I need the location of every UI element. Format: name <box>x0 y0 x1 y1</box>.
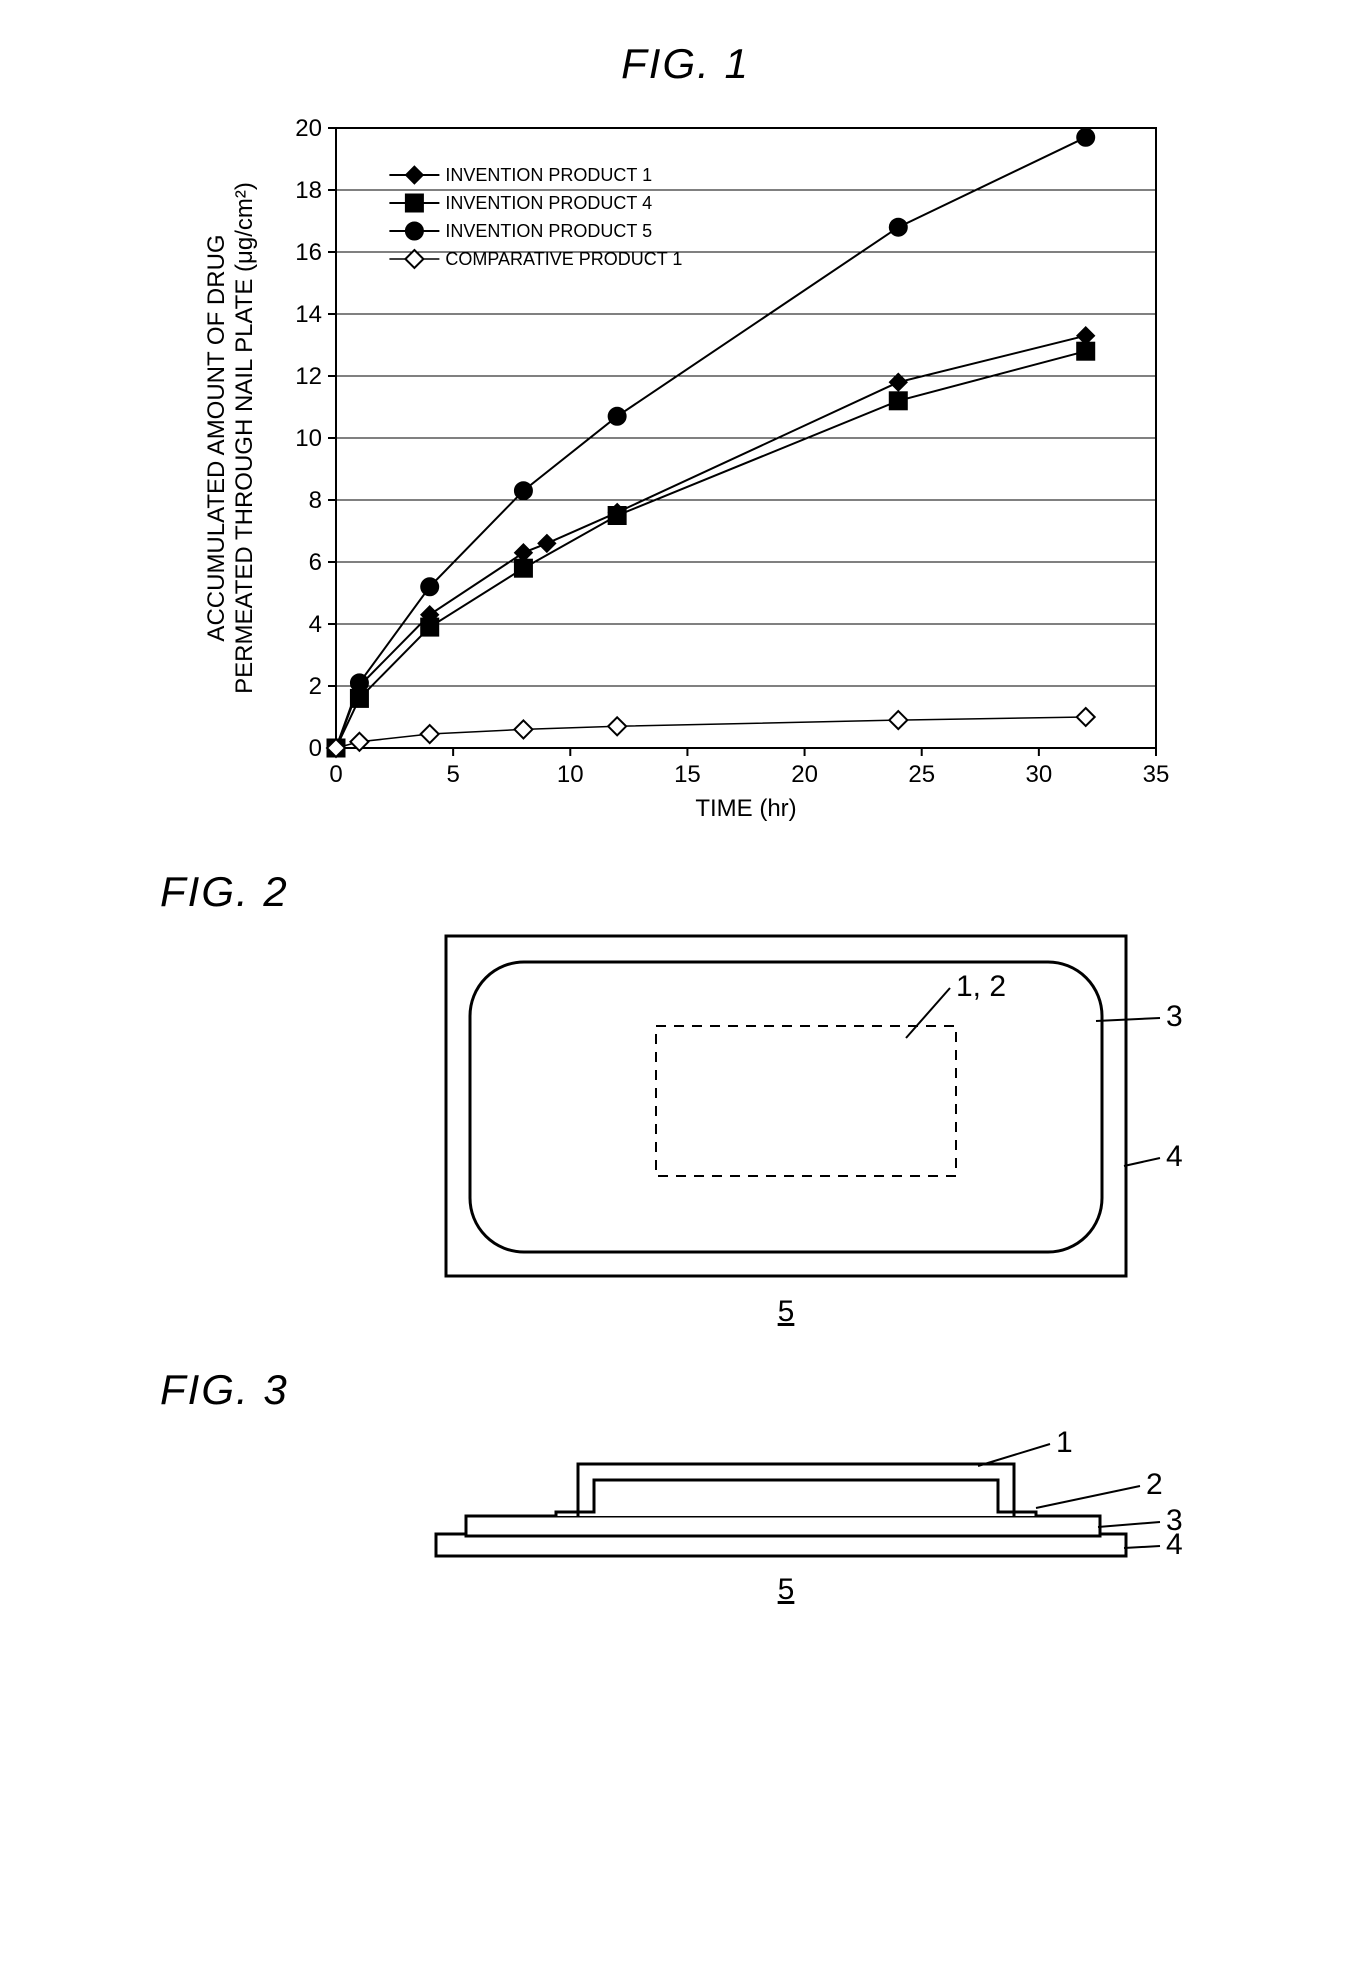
fig2-title: FIG. 2 <box>160 868 1331 916</box>
svg-text:4: 4 <box>1166 1528 1183 1561</box>
fig1-title: FIG. 1 <box>40 40 1331 88</box>
svg-text:TIME (hr): TIME (hr) <box>695 795 796 822</box>
fig3-diagram: 12345 <box>186 1424 1186 1624</box>
svg-text:ACCUMULATED AMOUNT OF DRUG: ACCUMULATED AMOUNT OF DRUG <box>203 234 230 641</box>
fig1-svg: 0 5 10 15 20 25 30 35 0 2 4 6 8 10 12 14 16 18 20 TIME (hr)… <box>186 108 1186 828</box>
svg-text:INVENTION PRODUCT 4: INVENTION PRODUCT 4 <box>445 193 652 213</box>
svg-text:35: 35 <box>1142 761 1169 788</box>
svg-text:PERMEATED THROUGH NAIL PLATE (: PERMEATED THROUGH NAIL PLATE (μg/cm²) <box>231 182 258 694</box>
svg-text:COMPARATIVE PRODUCT 1: COMPARATIVE PRODUCT 1 <box>445 249 682 269</box>
svg-text:INVENTION PRODUCT 5: INVENTION PRODUCT 5 <box>445 221 652 241</box>
svg-text:5: 5 <box>777 1573 794 1606</box>
svg-text:15: 15 <box>674 761 701 788</box>
svg-text:18: 18 <box>295 177 322 204</box>
svg-text:4: 4 <box>1166 1140 1183 1173</box>
fig3-svg: 12345 <box>186 1424 1186 1624</box>
svg-text:30: 30 <box>1025 761 1052 788</box>
svg-text:INVENTION PRODUCT 1: INVENTION PRODUCT 1 <box>445 165 652 185</box>
svg-text:5: 5 <box>446 761 459 788</box>
fig1-chart: 0 5 10 15 20 25 30 35 0 2 4 6 8 10 12 14 16 18 20 TIME (hr)… <box>186 108 1186 828</box>
svg-text:0: 0 <box>308 735 321 762</box>
svg-text:6: 6 <box>308 549 321 576</box>
svg-text:25: 25 <box>908 761 935 788</box>
svg-text:1: 1 <box>1056 1426 1073 1459</box>
svg-text:16: 16 <box>295 239 322 266</box>
svg-text:14: 14 <box>295 301 322 328</box>
fig3-title: FIG. 3 <box>160 1366 1331 1414</box>
svg-text:20: 20 <box>791 761 818 788</box>
svg-text:5: 5 <box>777 1295 794 1328</box>
svg-text:8: 8 <box>308 487 321 514</box>
fig2-diagram: 1, 2 3 4 5 <box>186 926 1186 1326</box>
svg-text:2: 2 <box>1146 1468 1163 1501</box>
svg-text:0: 0 <box>329 761 342 788</box>
svg-text:2: 2 <box>308 673 321 700</box>
svg-text:12: 12 <box>295 363 322 390</box>
svg-text:20: 20 <box>295 115 322 142</box>
fig2-svg: 1, 2 3 4 5 <box>186 926 1186 1336</box>
svg-text:10: 10 <box>556 761 583 788</box>
svg-text:1, 2: 1, 2 <box>956 970 1006 1003</box>
svg-text:3: 3 <box>1166 1000 1183 1033</box>
svg-text:10: 10 <box>295 425 322 452</box>
svg-text:4: 4 <box>308 611 321 638</box>
